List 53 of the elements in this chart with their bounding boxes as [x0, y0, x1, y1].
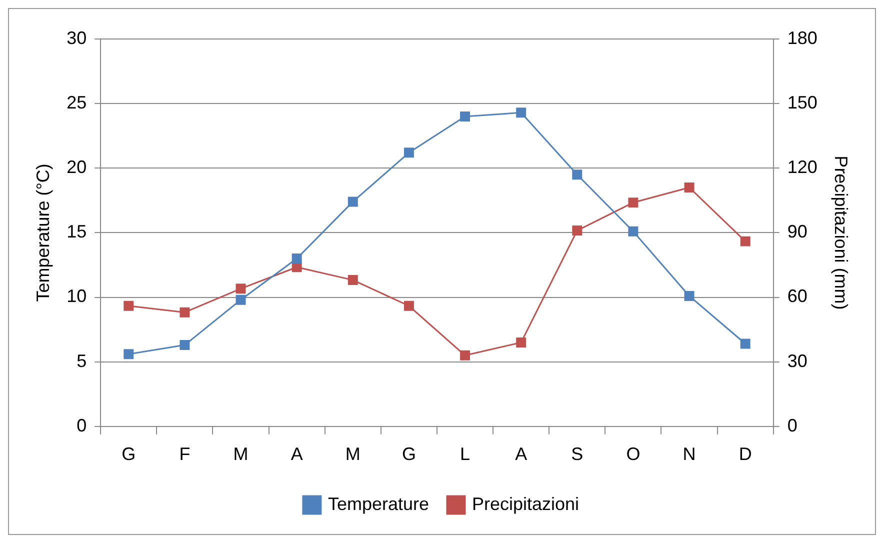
- legend-label: Temperature: [328, 494, 430, 514]
- point: [740, 236, 750, 246]
- point: [404, 300, 414, 311]
- point: [684, 290, 694, 301]
- y2-tick-label: 0: [787, 415, 798, 436]
- x-tick-label: D: [738, 444, 752, 464]
- x-tick-label: A: [290, 444, 303, 464]
- y2-axis-title: Precipitazioni (mm): [831, 156, 852, 310]
- point: [292, 254, 302, 264]
- x-tick-label: S: [571, 444, 584, 464]
- point: [572, 226, 582, 236]
- y-tick-label: 30: [66, 28, 87, 48]
- point: [348, 275, 358, 286]
- x-tick-label: G: [122, 444, 136, 464]
- y2-tick-label: 120: [787, 157, 818, 178]
- y-tick-label: 10: [66, 286, 87, 306]
- point: [236, 284, 246, 294]
- y2-tick-label: 180: [787, 28, 818, 48]
- point: [684, 182, 694, 192]
- point: [236, 294, 246, 305]
- point: [348, 196, 358, 207]
- y-tick-label: 0: [76, 415, 87, 436]
- point: [628, 198, 638, 208]
- point: [180, 340, 190, 350]
- x-tick-label: M: [233, 444, 248, 464]
- point: [740, 338, 750, 349]
- point: [180, 307, 190, 318]
- point: [460, 350, 470, 360]
- y2-tick-label: 150: [787, 92, 818, 113]
- x-tick-label: M: [345, 444, 360, 464]
- y-tick-label: 5: [76, 350, 87, 371]
- point: [628, 226, 638, 236]
- y-tick-label: 20: [66, 157, 87, 178]
- point: [516, 337, 526, 348]
- y2-tick-label: 30: [787, 350, 808, 371]
- point: [460, 111, 470, 122]
- point: [516, 108, 526, 118]
- point: [124, 349, 134, 360]
- point: [124, 300, 134, 311]
- x-tick-label: O: [626, 444, 640, 464]
- x-tick-label: A: [515, 444, 528, 464]
- y-tick-label: 25: [66, 92, 87, 113]
- y-axis-title: Temperature (°C): [32, 164, 53, 302]
- legend-label: Precipitazioni: [472, 494, 580, 514]
- x-tick-label: G: [402, 444, 416, 464]
- x-tick-label: L: [460, 444, 470, 464]
- point: [404, 148, 414, 158]
- y2-tick-label: 60: [787, 286, 808, 306]
- y-tick-label: 15: [66, 222, 87, 242]
- x-tick-label: N: [682, 444, 696, 464]
- y2-tick-label: 90: [787, 222, 808, 242]
- point: [572, 170, 582, 180]
- x-tick-label: F: [179, 444, 190, 464]
